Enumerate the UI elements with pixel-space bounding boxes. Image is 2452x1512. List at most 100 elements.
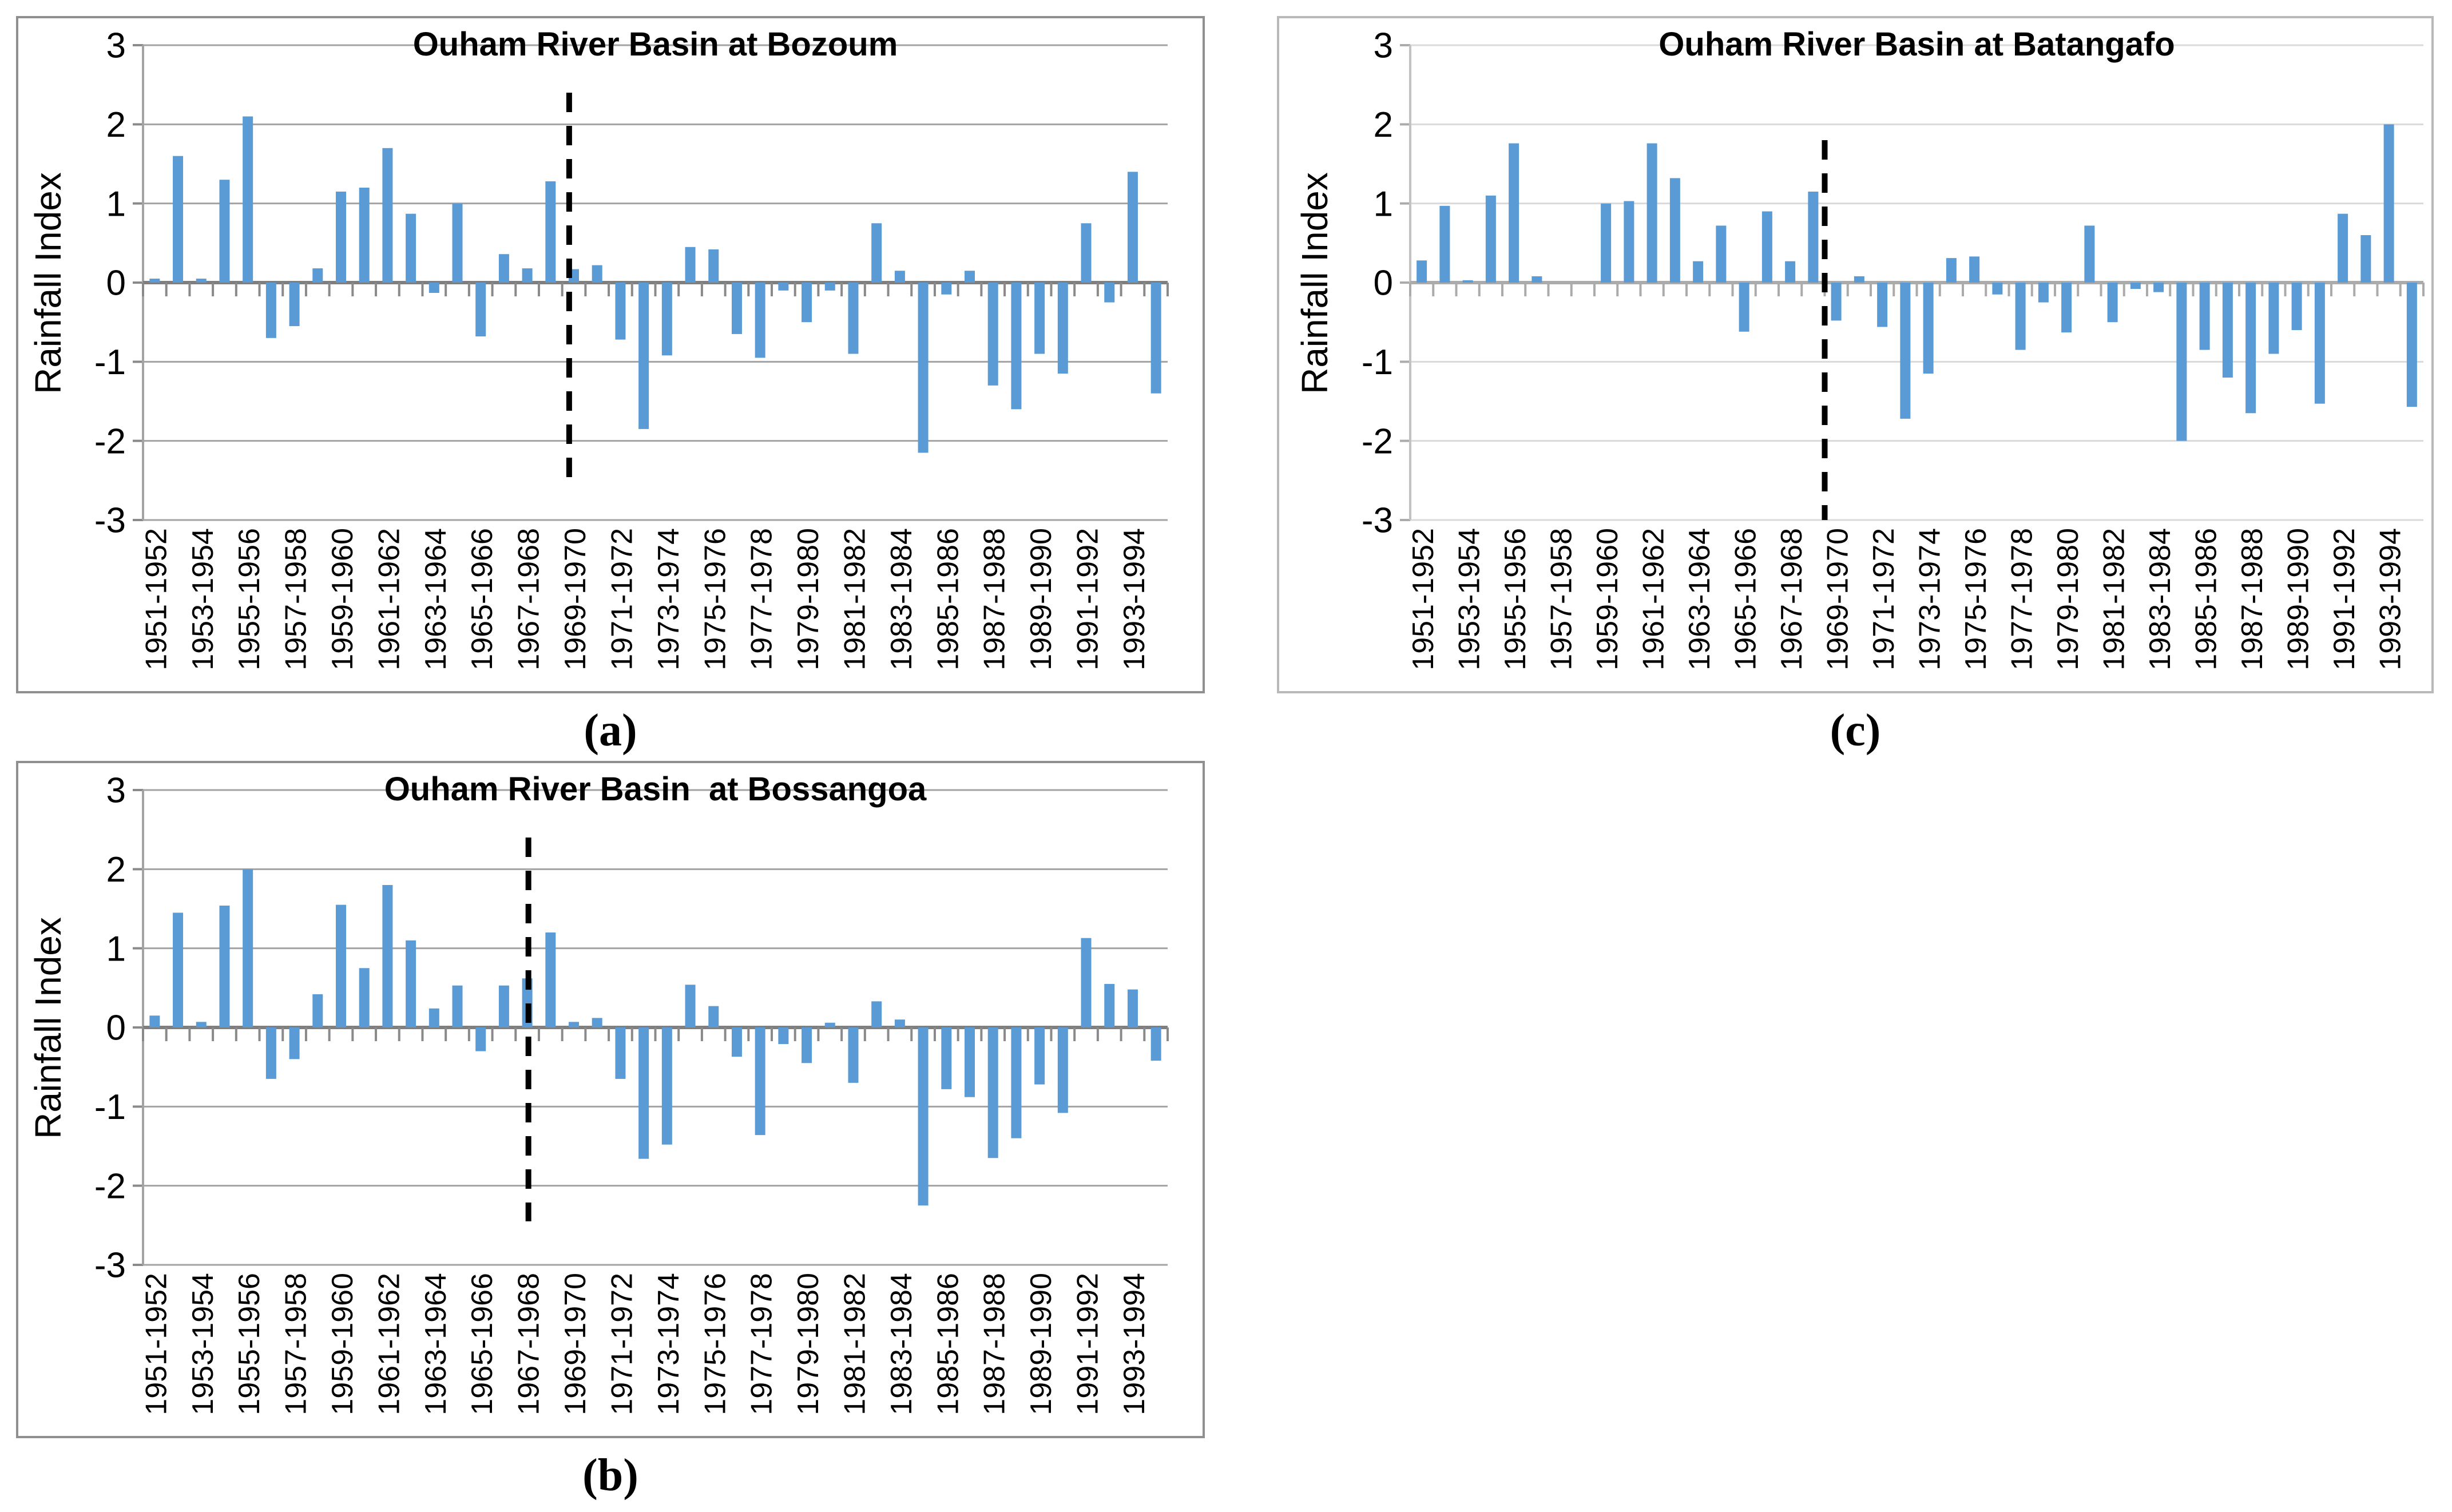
y-tick-label: 3 [106,771,126,811]
x-tick-label: 1955-1956 [233,1273,266,1415]
bar-1967-1968 [522,268,533,283]
bar-1965-1966 [475,283,486,337]
bar-1951-1952 [149,279,160,283]
x-tick-label: 1963-1964 [419,528,453,670]
bar-1984-1985 [2176,283,2187,441]
x-tick-label: 1957-1958 [1545,528,1578,670]
x-tick-label: 1975-1976 [699,528,732,670]
bar-1993-1994 [1127,172,1138,283]
bar-1993-1994 [2383,124,2394,283]
x-tick-label: 1963-1964 [1683,528,1716,670]
bar-1972-1973 [638,1027,649,1159]
bar-1975-1976 [1969,256,1980,283]
y-tick-label: 0 [1374,264,1393,303]
bar-1970-1971 [592,1018,602,1027]
x-tick-label: 1985-1986 [2190,528,2223,670]
x-tick-label: 1987-1988 [2236,528,2269,670]
bar-1952-1953 [173,912,184,1027]
bar-1986-1987 [965,1027,975,1097]
bar-1964-1965 [1716,225,1727,283]
bar-1989-1990 [1034,1027,1045,1085]
x-tick-label: 1959-1960 [326,528,359,670]
x-tick-label: 1955-1956 [1499,528,1532,670]
x-tick-label: 1969-1970 [1822,528,1855,670]
x-tick-label: 1977-1978 [745,528,779,670]
y-tick-label: -3 [94,1246,126,1285]
x-tick-label: 1965-1966 [466,528,499,670]
x-tick-label: 1961-1962 [372,1273,406,1415]
x-tick-label: 1959-1960 [326,1273,359,1415]
bar-1959-1960 [335,904,346,1027]
x-tick-label: 1979-1980 [792,1273,825,1415]
bar-1987-1988 [987,283,998,386]
bar-1981-1982 [2107,283,2118,323]
x-tick-label: 1971-1972 [605,528,638,670]
chart-bossangoa-title: Ouham River Basin at Bossangoa [384,771,927,808]
y-tick-label: -2 [1362,422,1393,461]
bar-1956-1957 [265,1027,276,1079]
x-tick-label: 1993-1994 [1118,1273,1151,1415]
x-tick-label: 1961-1962 [1637,528,1671,670]
bar-1976-1977 [731,1027,742,1057]
x-tick-label: 1981-1982 [838,1273,871,1415]
bar-1958-1959 [312,268,323,283]
bar-1992-1993 [2360,235,2371,283]
bar-1952-1953 [1439,205,1450,283]
bar-1959-1960 [1601,203,1612,283]
bar-1972-1973 [638,283,649,429]
bar-1954-1955 [219,905,230,1027]
bar-1994-1995 [1150,283,1161,394]
bar-1955-1956 [243,116,253,283]
chart-bozoum: Ouham River Basin at Bozoum Rainfall Ind… [16,16,1205,693]
y-tick-label: 2 [1374,105,1393,145]
bar-1971-1972 [615,1027,626,1079]
bar-1982-1983 [871,1001,882,1027]
x-tick-label: 1973-1974 [1914,528,1947,670]
bar-1983-1984 [894,1019,905,1027]
bar-1984-1985 [918,1027,929,1206]
x-tick-label: 1987-1988 [978,528,1011,670]
x-tick-label: 1965-1966 [466,1273,499,1415]
bar-1961-1962 [382,885,393,1027]
bar-1960-1961 [359,968,370,1027]
bar-1978-1979 [778,1027,789,1045]
x-tick-label: 1989-1990 [1025,1273,1058,1415]
bar-1973-1974 [661,1027,672,1145]
bar-1991-1992 [1081,223,1092,283]
bar-1973-1974 [1923,283,1934,374]
chart-batangafo-plot: 3 2 1 0 -1 -2 -3 1951-1952 1953-1954 1955-1956 195… [1362,26,2425,670]
y-tick-label: 1 [106,184,126,224]
bar-1963-1964 [428,283,439,293]
x-tick-label: 1971-1972 [1867,528,1901,670]
y-tick-label: 1 [106,929,126,969]
bar-1979-1980 [2061,283,2072,333]
x-tick-label: 1993-1994 [2374,528,2407,670]
bar-1951-1952 [1417,260,1427,283]
bar-1968-1969 [545,932,556,1027]
x-tick-label: 1953-1954 [187,1273,220,1415]
bar-1970-1971 [592,265,602,283]
bar-1968-1969 [1808,191,1819,283]
bar-1971-1972 [1877,283,1888,327]
bar-1982-1983 [2130,283,2141,289]
bar-1992-1993 [1104,983,1115,1027]
y-tick-label: -3 [94,501,126,541]
bar-1990-1991 [2314,283,2325,404]
bar-1989-1990 [2291,283,2302,330]
x-tick-label: 1977-1978 [2006,528,2039,670]
bar-1977-1978 [2015,283,2026,350]
bar-1982-1983 [871,223,882,283]
y-tick-label: 1 [1374,184,1393,224]
bar-1977-1978 [755,1027,765,1136]
caption-b: (b) [582,1450,638,1501]
bar-1963-1964 [1693,261,1704,283]
x-tick-label: 1951-1952 [1407,528,1440,670]
x-tick-label: 1973-1974 [652,528,685,670]
x-tick-label: 1989-1990 [1025,528,1058,670]
bar-1969-1970 [569,1022,580,1027]
y-tick-label: 2 [106,105,126,145]
bar-1968-1969 [545,181,556,283]
bar-1980-1981 [824,1022,835,1027]
caption-a: (a) [584,705,637,756]
